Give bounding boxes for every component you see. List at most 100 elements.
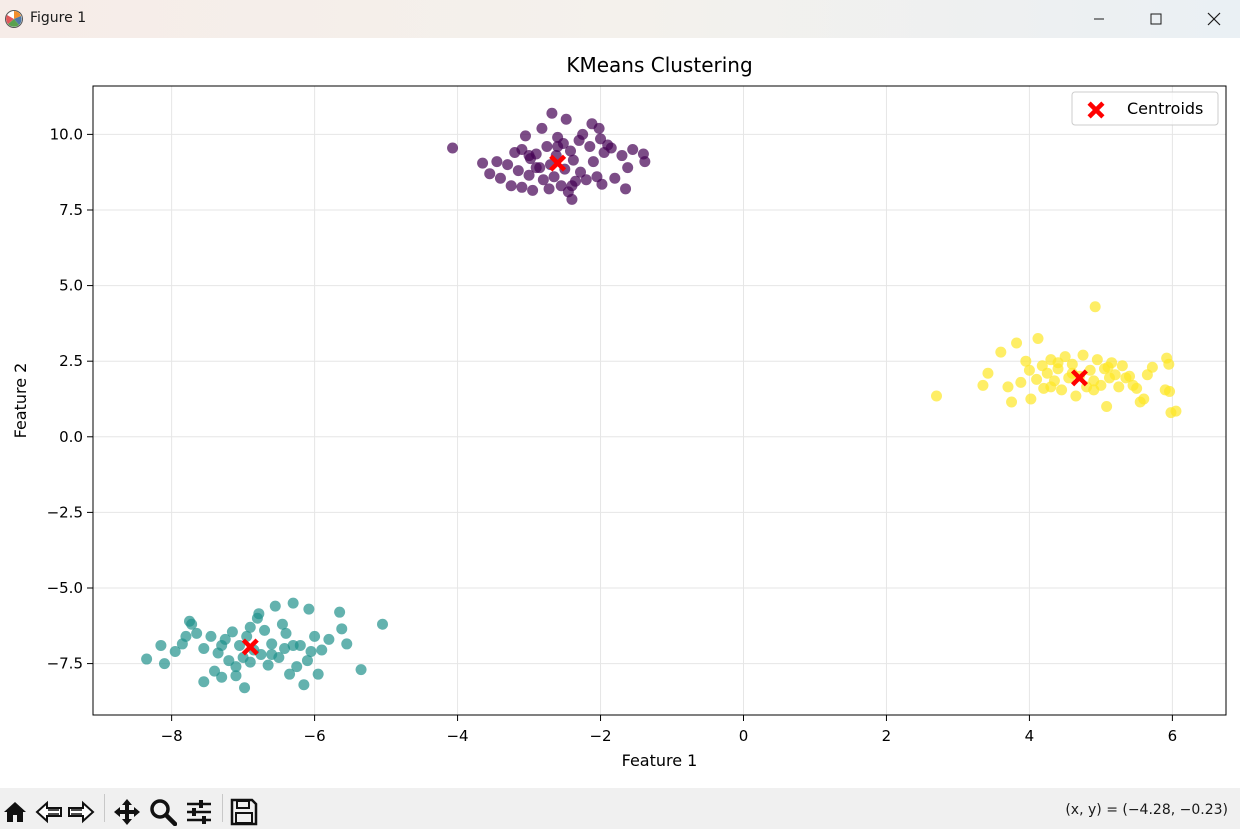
y-tick-label: −5.0 (47, 579, 83, 597)
cluster-2-point (1031, 373, 1043, 385)
cluster-0-point (620, 183, 632, 195)
pan-button[interactable] (112, 797, 142, 827)
cluster-2-point (1170, 405, 1182, 417)
cluster-2-point (1138, 393, 1150, 405)
save-icon (230, 798, 258, 826)
cluster-2-point (1088, 384, 1100, 396)
minimize-icon (1094, 18, 1104, 20)
cluster-2-point (1146, 361, 1158, 373)
cluster-1-point (198, 642, 210, 654)
cluster-1-point (141, 653, 153, 665)
configure-subplots-icon (187, 800, 211, 824)
cluster-1-point (305, 645, 317, 657)
zoom-icon (150, 799, 177, 826)
chart-title: KMeans Clustering (566, 53, 752, 77)
cluster-1-point (169, 645, 181, 657)
cluster-0-point (587, 156, 599, 168)
home-button[interactable] (0, 797, 30, 827)
cluster-0-point (622, 162, 634, 174)
cluster-1-point (316, 644, 328, 656)
home-icon (4, 802, 26, 822)
cluster-2-point (1113, 381, 1125, 393)
centroid-marker (1070, 369, 1088, 387)
cluster-0-point (605, 142, 617, 154)
cluster-1-point (298, 679, 310, 691)
cluster-0-point (505, 180, 517, 192)
figure-canvas[interactable]: −8 −6 −4 −2 0 2 4 6 −7.5 −5.0 −2.5 0.0 2.5 5.0 7.5 10.0… (0, 38, 1240, 788)
maximize-button[interactable] (1127, 0, 1185, 38)
centroid-marker (549, 154, 567, 172)
cluster-1-point (205, 630, 217, 642)
cluster-1-point (301, 655, 313, 667)
cluster-0-point (560, 113, 572, 125)
y-tick-label: −7.5 (47, 655, 83, 673)
x-tick-label: −8 (161, 727, 183, 745)
cluster-0-point (609, 172, 621, 184)
cluster-1-point (158, 658, 170, 670)
cluster-1-point (355, 664, 367, 676)
cluster-1-point (180, 630, 192, 642)
cluster-0-point (519, 130, 531, 142)
matplotlib-icon (4, 9, 24, 29)
cluster-2-point (1091, 354, 1103, 366)
toolbar-separator (104, 794, 105, 822)
configure-subplots-button[interactable] (184, 797, 214, 827)
pan-icon (114, 799, 140, 825)
window-titlebar: Figure 1 (0, 0, 1240, 38)
close-button[interactable] (1185, 0, 1240, 38)
minimize-button[interactable] (1070, 0, 1128, 38)
x-tick-label: 2 (882, 727, 892, 745)
cluster-0-point (527, 184, 539, 196)
save-button[interactable] (229, 797, 259, 827)
centroid-marker (241, 638, 259, 656)
forward-button[interactable] (66, 797, 96, 827)
cluster-0-point (593, 122, 605, 134)
cluster-0-point (584, 140, 596, 152)
cluster-0-point (512, 165, 524, 177)
scatter-chart: −8 −6 −4 −2 0 2 4 6 −7.5 −5.0 −2.5 0.0 2.5 5.0 7.5 10.0… (0, 38, 1240, 788)
close-icon (1207, 12, 1221, 26)
cluster-1-point (230, 670, 242, 682)
y-tick-label: 5.0 (59, 277, 83, 295)
cluster-2-point (1032, 333, 1044, 345)
axes-frame (92, 85, 1227, 716)
cluster-2-point (1077, 349, 1089, 361)
y-tick-label: 7.5 (59, 201, 83, 219)
cluster-1-point (341, 638, 353, 650)
forward-icon (68, 800, 95, 824)
y-axis-label: Feature 2 (11, 363, 30, 439)
cluster-1-point (269, 600, 281, 612)
back-button[interactable] (34, 797, 64, 827)
cluster-2-point (982, 367, 994, 379)
x-tick-label: −4 (446, 727, 468, 745)
back-icon (35, 800, 62, 824)
cluster-2-point (1020, 355, 1032, 367)
cluster-1-point (287, 597, 299, 609)
maximize-icon (1150, 13, 1162, 25)
cluster-0-point (566, 180, 578, 192)
x-tick-label: −6 (304, 727, 326, 745)
cluster-0-point (566, 193, 578, 205)
y-tick-label: 2.5 (59, 352, 83, 370)
x-tick-label: −2 (589, 727, 611, 745)
cluster-0-point (596, 178, 608, 190)
cluster-1-point (253, 608, 265, 620)
x-tick-label: 6 (1168, 727, 1178, 745)
cluster-2-point (1011, 337, 1023, 349)
zoom-button[interactable] (148, 797, 178, 827)
cluster-0-point (543, 183, 555, 195)
cluster-0-point (537, 174, 549, 186)
y-tick-label: 0.0 (59, 428, 83, 446)
cluster-0-point (575, 166, 587, 178)
cursor-coordinates: (x, y) = (−4.28, −0.23) (1065, 802, 1228, 818)
cluster-0-point (494, 172, 506, 184)
cluster-2-point (1006, 396, 1018, 408)
legend-centroid-icon (1087, 101, 1105, 119)
cluster-2-point (1070, 390, 1082, 402)
ticks: −8 −6 −4 −2 0 2 4 6 −7.5 −5.0 −2.5 0.0 2.5 5.0 7.5 10.0 (47, 125, 1178, 745)
cluster-1-point (309, 630, 321, 642)
cluster-0-point (530, 162, 542, 174)
cluster-2-point (1163, 358, 1175, 370)
cluster-1-point (226, 626, 238, 638)
cluster-2-point (1045, 381, 1057, 393)
